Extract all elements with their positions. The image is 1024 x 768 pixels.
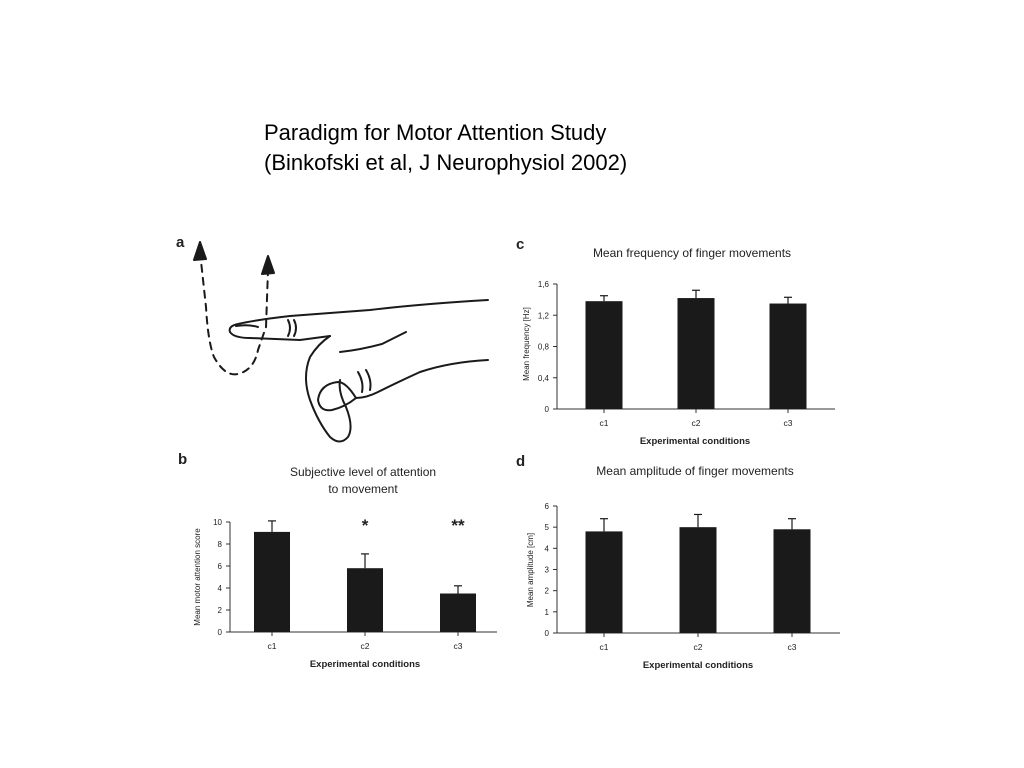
trajectory-arrow-right [261,255,275,275]
x-axis-label: Experimental conditions [310,659,420,670]
y-tick-label: 1,6 [538,280,550,289]
x-axis-label: Experimental conditions [643,660,753,671]
knuckle-crease [287,319,291,337]
significance-marker: * [362,516,369,535]
y-tick-label: 2 [218,606,223,615]
panel-label-b: b [178,451,188,468]
bar [254,531,290,632]
slide-title-line-1: Paradigm for Motor Attention Study [264,120,607,145]
chart-title-line-1: Mean amplitude of finger movements [596,464,793,478]
bar [677,298,715,409]
y-tick-label: 0,4 [538,374,550,383]
y-axis-label: Mean frequency [Hz] [522,307,531,381]
bar [769,303,807,409]
chart-title-line-1: Subjective level of attention [290,465,436,479]
y-tick-label: 4 [218,584,223,593]
thumb-curl [317,381,357,412]
bar [773,529,811,633]
thumb [305,335,352,443]
y-tick-label: 4 [545,544,550,553]
bar [585,531,623,633]
y-tick-label: 1 [545,608,550,617]
slide-title: Paradigm for Motor Attention Study (Bink… [264,118,627,178]
x-tick-label: c2 [361,641,370,651]
y-tick-label: 8 [218,540,223,549]
chart-title-line-2: to movement [328,482,398,496]
x-tick-label: c2 [694,642,703,652]
y-tick-label: 0 [545,629,550,638]
x-tick-label: c1 [268,641,277,651]
y-tick-label: 0 [218,628,223,637]
y-axis-label: Mean motor attention score [193,528,202,626]
palm-line [339,331,407,353]
x-tick-label: c3 [784,418,793,428]
x-tick-label: c1 [600,642,609,652]
y-tick-label: 3 [545,566,550,575]
panel-label-c: c [516,236,525,253]
x-tick-label: c2 [692,418,701,428]
bar [440,593,476,632]
y-tick-label: 5 [545,523,550,532]
index-finger [228,299,489,341]
x-tick-label: c3 [788,642,797,652]
trajectory-arrow-left [193,241,207,261]
thumb-crease [357,371,364,393]
panel-label-d: d [516,453,526,470]
y-tick-label: 6 [218,562,223,571]
hand-back [355,359,489,399]
bar [347,568,383,632]
y-axis-label: Mean amplitude [cm] [526,533,535,607]
knuckle-crease [293,319,297,337]
x-tick-label: c1 [600,418,609,428]
x-axis-label: Experimental conditions [640,436,750,447]
y-tick-label: 2 [545,587,550,596]
bar [679,527,717,633]
y-tick-label: 0 [545,405,550,414]
chart-title-line-1: Mean frequency of finger movements [593,246,791,260]
y-tick-label: 6 [545,502,550,511]
y-tick-label: 1,2 [538,311,550,320]
significance-marker: ** [451,516,465,535]
fingernail [235,324,259,328]
bar [585,301,623,409]
y-tick-label: 10 [213,518,222,527]
pointing-hand-illustration [193,241,489,443]
y-tick-label: 0,8 [538,343,550,352]
thumb-crease [365,369,372,391]
slide-title-line-2: (Binkofski et al, J Neurophysiol 2002) [264,150,628,175]
x-tick-label: c3 [454,641,463,651]
finger-trajectory-dashed-line [199,251,269,376]
panel-label-a: a [176,234,185,251]
